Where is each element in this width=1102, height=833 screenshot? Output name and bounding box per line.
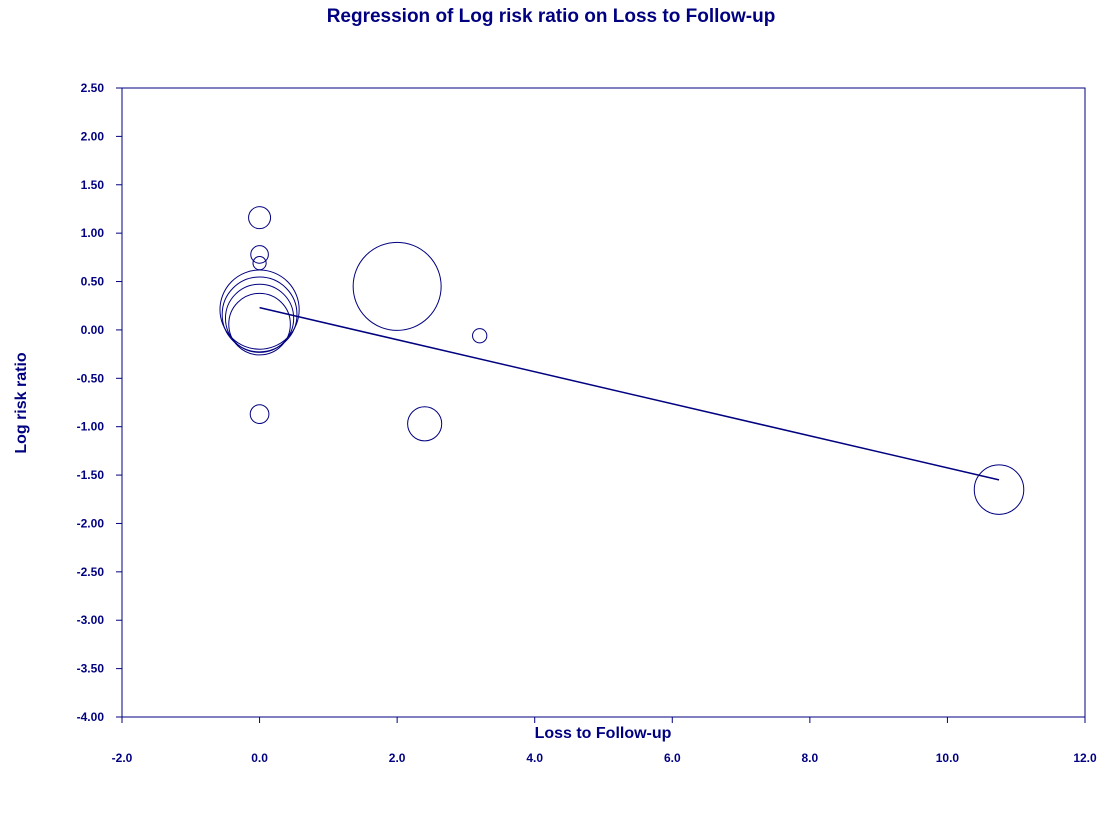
data-point-bubble [472, 328, 488, 344]
data-point-bubble [250, 245, 269, 264]
x-tick-label: 0.0 [251, 751, 268, 765]
y-tick-label: -1.00 [77, 420, 105, 434]
x-tick-label: 6.0 [664, 751, 681, 765]
data-point-bubble [248, 206, 272, 230]
regression-line-group [259, 306, 1000, 481]
y-tick-label: 2.00 [81, 129, 105, 143]
y-tick-label: 2.50 [81, 81, 105, 95]
y-axis: 2.50 2.00 1.50 1.00 0.50 0.00 -0.50 -1.00 -1.50 -… [77, 81, 122, 724]
y-tick-label: -3.00 [77, 613, 105, 627]
data-point-bubble [221, 276, 298, 353]
x-tick-label: -2.0 [112, 751, 133, 765]
data-point-bubble [407, 406, 443, 442]
data-point-bubble [224, 283, 295, 353]
data-point-bubble [249, 404, 270, 424]
y-tick-label: 1.00 [81, 226, 105, 240]
x-tick-label: 10.0 [936, 751, 960, 765]
regression-line [259, 306, 1000, 481]
y-tick-label: 1.50 [81, 178, 105, 192]
y-tick-label: 0.00 [81, 323, 105, 337]
y-tick-label: -2.50 [77, 565, 105, 579]
y-tick-label: -4.00 [77, 710, 105, 724]
x-axis: -2.0 0.0 2.0 4.0 6.0 8.0 10.0 12.0 [112, 717, 1097, 765]
data-point-bubble [228, 292, 291, 356]
data-point-bubble [219, 269, 300, 350]
y-tick-label: -0.50 [77, 371, 105, 385]
chart-title: Regression of Log risk ratio on Loss to … [326, 6, 776, 27]
y-tick-label: 0.50 [81, 275, 105, 289]
plot-area-frame [121, 87, 1086, 718]
data-point-bubble [352, 241, 442, 331]
data-points [219, 206, 1025, 515]
x-axis-title: Loss to Follow-up [534, 725, 672, 742]
y-tick-label: -1.50 [77, 468, 105, 482]
y-tick-label: -2.00 [77, 516, 105, 530]
x-tick-label: 4.0 [526, 751, 543, 765]
data-point-bubble [973, 464, 1025, 515]
y-tick-label: -3.50 [77, 662, 105, 676]
x-tick-label: 8.0 [802, 751, 819, 765]
x-tick-label: 2.0 [389, 751, 406, 765]
x-tick-label: 12.0 [1073, 751, 1097, 765]
